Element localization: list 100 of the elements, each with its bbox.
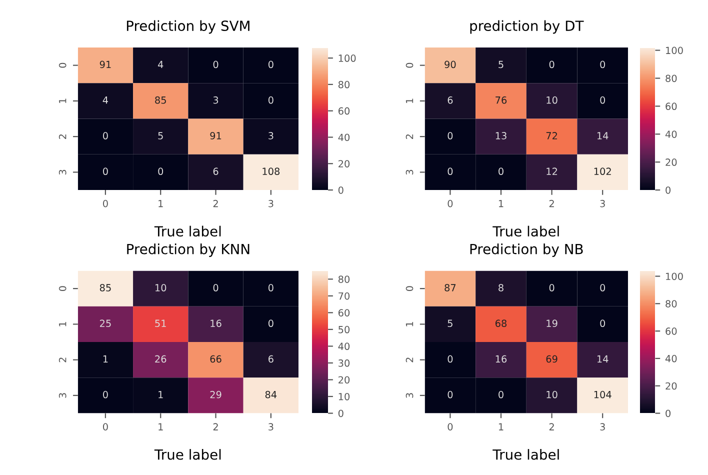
x-tick-label: 0 — [448, 200, 453, 208]
data-label: 0 — [268, 284, 274, 292]
data-label: 14 — [597, 355, 608, 362]
y-tick-label: 1 — [59, 98, 66, 103]
color-bar-label: 70 — [338, 292, 350, 300]
data-label: 0 — [549, 284, 554, 292]
data-label: 0 — [158, 168, 164, 176]
data-label: 0 — [448, 168, 453, 176]
data-label: 10 — [546, 96, 558, 104]
data-label: 5 — [498, 60, 504, 68]
data-label: 1 — [158, 391, 163, 398]
data-label: 3 — [268, 132, 274, 140]
color-bar-label: 100 — [666, 272, 683, 280]
y-tick-label: 0 — [406, 286, 414, 292]
data-label: 16 — [210, 320, 222, 328]
data-label: 104 — [594, 390, 612, 398]
y-tick-label: 1 — [59, 322, 66, 326]
data-label: 1 — [103, 355, 108, 362]
data-label: 85 — [155, 96, 166, 104]
color-bar-label: 40 — [665, 130, 677, 138]
data-label: 72 — [546, 132, 558, 140]
data-label: 0 — [268, 320, 274, 328]
data-label: 0 — [213, 60, 218, 68]
y-tick-label: 0 — [58, 62, 66, 68]
data-label: 14 — [597, 132, 608, 140]
data-label: 0 — [448, 355, 453, 363]
data-label: 12 — [546, 168, 558, 175]
color-bar-label: 20 — [666, 382, 677, 390]
data-label: 91 — [210, 132, 222, 140]
x-tick-label: 3 — [600, 200, 605, 208]
y-tick-label: 2 — [406, 358, 414, 362]
color-bar-label: 60 — [338, 107, 350, 115]
data-label: 0 — [268, 60, 274, 68]
data-label: 0 — [600, 60, 606, 68]
data-label: 0 — [498, 390, 504, 398]
x-tick-label: 1 — [158, 200, 163, 208]
chart-title: Prediction by SVM — [126, 20, 250, 34]
color-bar-label: 100 — [338, 54, 356, 62]
x-tick-label: 2 — [549, 200, 554, 208]
y-tick-label: 3 — [406, 170, 414, 175]
x-tick-label: 1 — [498, 200, 504, 208]
data-label: 6 — [268, 355, 274, 363]
data-label: 84 — [265, 390, 277, 398]
x-tick-label: 3 — [268, 423, 274, 430]
data-label: 4 — [102, 96, 108, 104]
x-tick-label: 0 — [103, 423, 108, 430]
color-bar-label: 40 — [338, 342, 350, 350]
data-label: 87 — [444, 284, 456, 292]
x-tick-label: 0 — [448, 423, 453, 430]
data-label: 85 — [100, 284, 111, 292]
color-bar-label: 20 — [338, 376, 350, 384]
data-label: 10 — [546, 390, 558, 398]
y-tick-label: 0 — [58, 286, 66, 292]
color-bar-label: 40 — [338, 134, 350, 142]
y-tick-label: 1 — [406, 322, 414, 326]
color-bar-label: 0 — [666, 186, 671, 194]
x-tick-label: 3 — [600, 423, 605, 430]
y-tick-label: 2 — [58, 358, 66, 362]
data-label: 0 — [103, 132, 108, 140]
data-label: 0 — [600, 96, 606, 104]
data-label: 51 — [155, 320, 166, 328]
data-label: 69 — [546, 355, 558, 363]
chart-title: Prediction by KNN — [127, 244, 250, 257]
data-label: 6 — [448, 96, 453, 104]
x-axis-title: True label — [154, 226, 221, 237]
y-tick-label: 3 — [406, 393, 414, 398]
x-tick-label: 1 — [498, 423, 504, 430]
color-bar-label: 20 — [666, 158, 677, 166]
color-bar-label: 80 — [666, 74, 677, 82]
color-bar-label: 60 — [666, 328, 677, 335]
data-label: 19 — [546, 320, 558, 328]
color-bar-label: 60 — [338, 309, 350, 316]
y-tick-label: 3 — [58, 170, 66, 175]
data-label: 0 — [549, 60, 554, 68]
color-bar-label: 80 — [338, 80, 350, 88]
data-label: 29 — [210, 390, 222, 398]
chart-title: Prediction by NB — [470, 244, 583, 257]
x-tick-label: 2 — [213, 423, 218, 430]
x-tick-label: 3 — [268, 200, 274, 208]
x-axis-title: True label — [492, 226, 559, 237]
x-tick-label: 0 — [103, 200, 108, 208]
x-tick-label: 2 — [213, 200, 218, 208]
data-label: 0 — [448, 390, 453, 398]
data-label: 5 — [448, 320, 452, 328]
color-bar-label: 30 — [338, 359, 350, 367]
color-bar-label: 50 — [338, 326, 350, 334]
data-label: 25 — [100, 320, 111, 328]
data-label: 6 — [213, 168, 218, 176]
data-label: 91 — [100, 60, 111, 68]
data-label: 102 — [594, 168, 611, 176]
data-label: 4 — [158, 60, 164, 68]
data-label: 0 — [213, 284, 218, 292]
data-label: 13 — [496, 132, 506, 140]
color-bar-label: 0 — [338, 186, 344, 194]
x-tick-label: 1 — [158, 423, 163, 430]
chart-title: prediction by DT — [470, 20, 584, 34]
data-label: 0 — [498, 168, 504, 176]
data-label: 0 — [600, 284, 606, 292]
data-label: 76 — [496, 96, 507, 104]
y-tick-label: 2 — [406, 134, 414, 139]
